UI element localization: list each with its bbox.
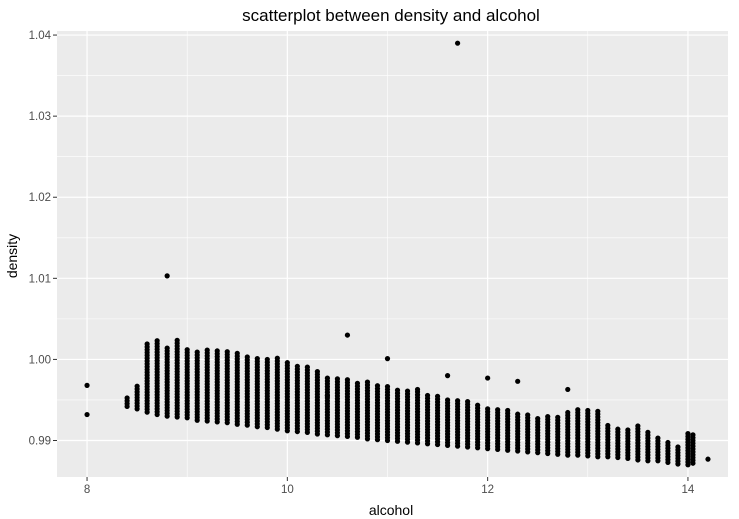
data-point (204, 347, 210, 353)
data-point (274, 355, 280, 361)
data-point (454, 398, 461, 404)
data-point (424, 392, 431, 399)
data-point (685, 431, 691, 437)
y-axis-ticks: 0.99 1.00 1.01 1.02 1.03 1.04 (29, 30, 57, 448)
data-point (374, 383, 381, 389)
data-point-outlier (565, 386, 571, 393)
data-point (174, 337, 180, 343)
data-point (324, 375, 331, 381)
data-point (304, 364, 310, 370)
data-point (284, 360, 290, 366)
y-tick-label: 1.00 (29, 354, 51, 366)
data-point (224, 349, 230, 355)
data-point (334, 376, 341, 382)
data-point (555, 414, 561, 420)
data-point (184, 347, 190, 353)
data-point (254, 356, 260, 362)
data-point (515, 411, 521, 417)
data-point (625, 427, 631, 433)
data-point-outlier (414, 386, 421, 393)
data-point-outlier (454, 40, 461, 46)
data-point (444, 397, 451, 403)
data-point (655, 435, 661, 441)
data-point (675, 444, 681, 450)
y-tick-label: 0.99 (29, 436, 51, 448)
data-point (134, 383, 140, 389)
y-tick-label: 1.04 (29, 30, 52, 42)
data-point (465, 398, 471, 405)
data-point-outlier (324, 393, 331, 399)
data-point (525, 412, 531, 418)
y-tick-label: 1.03 (29, 111, 51, 123)
data-point-outlier (84, 411, 90, 418)
data-point (605, 422, 611, 429)
x-axis-ticks: 8 10 12 14 (84, 477, 695, 496)
y-axis-title: density (4, 234, 20, 278)
data-point (495, 407, 501, 413)
x-tick-label: 10 (281, 484, 294, 496)
data-point (635, 423, 641, 429)
data-point (705, 456, 711, 462)
data-point (164, 345, 170, 351)
data-point (645, 429, 651, 435)
data-point (575, 407, 581, 413)
data-point (234, 350, 240, 356)
y-tick-label: 1.02 (29, 192, 51, 204)
data-point (214, 348, 220, 354)
data-point (434, 393, 441, 399)
data-point (244, 354, 250, 360)
data-point (294, 363, 300, 369)
data-point (505, 407, 511, 414)
data-point-outlier (344, 332, 351, 338)
data-point (344, 377, 351, 383)
data-point-outlier (444, 373, 451, 379)
data-point (194, 349, 200, 355)
data-point (585, 407, 591, 414)
data-point (535, 416, 541, 422)
data-point-outlier (515, 378, 521, 384)
data-point (314, 368, 320, 375)
data-point (665, 439, 671, 446)
data-point (124, 395, 130, 401)
data-point (154, 338, 160, 344)
data-point (565, 409, 571, 416)
x-axis-title: alcohol (369, 502, 413, 518)
data-point-outlier (84, 382, 90, 388)
data-point (615, 426, 621, 432)
data-point (384, 383, 391, 390)
data-point (475, 402, 481, 408)
data-point (404, 388, 411, 394)
data-point-outlier (384, 356, 391, 362)
data-point-outlier (164, 273, 170, 279)
data-point (545, 413, 551, 420)
x-tick-label: 14 (682, 484, 695, 496)
y-tick-label: 1.01 (29, 273, 51, 285)
data-point (364, 379, 371, 385)
data-point (144, 341, 150, 347)
data-point (690, 432, 696, 438)
data-points (84, 40, 711, 468)
data-point (264, 356, 270, 363)
x-tick-label: 8 (84, 484, 90, 496)
data-point (394, 387, 401, 393)
data-point (354, 380, 361, 386)
chart-title: scatterplot between density and alcohol (242, 6, 540, 25)
data-point-outlier (485, 375, 491, 381)
x-tick-label: 12 (481, 484, 494, 496)
data-point (485, 406, 491, 412)
data-point (595, 408, 601, 414)
